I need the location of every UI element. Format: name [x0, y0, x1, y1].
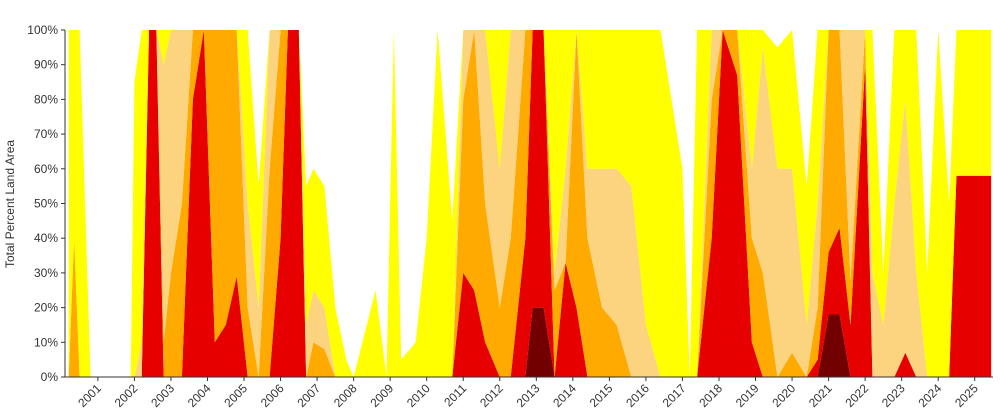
x-tick-label: 2012 [477, 381, 506, 410]
x-tick-label: 2017 [660, 381, 689, 410]
area [68, 307, 992, 377]
y-tick-label: 60% [34, 162, 58, 176]
x-tick-label: 2018 [696, 381, 725, 410]
x-tick-label: 2013 [514, 381, 543, 410]
y-tick-label: 20% [34, 301, 58, 315]
x-tick-label: 2014 [550, 381, 579, 410]
x-tick-label: 2010 [404, 381, 433, 410]
x-tick-label: 2021 [806, 381, 835, 410]
x-tick-label: 2016 [623, 381, 652, 410]
y-tick-label: 50% [34, 197, 58, 211]
x-tick-label: 2022 [842, 381, 871, 410]
y-tick-label: 70% [34, 127, 58, 141]
area [68, 30, 992, 377]
x-tick-label: 2024 [916, 381, 945, 410]
x-tick-label: 2002 [112, 381, 141, 410]
area [68, 30, 992, 377]
y-tick-label: 80% [34, 92, 58, 106]
x-tick-label: 2004 [185, 381, 214, 410]
y-tick-label: 0% [41, 370, 59, 384]
x-tick-label: 2003 [148, 381, 177, 410]
x-tick-label: 2023 [879, 381, 908, 410]
y-tick-label: 10% [34, 335, 58, 349]
x-tick-label: 2015 [587, 381, 616, 410]
x-tick-label: 2007 [294, 381, 323, 410]
y-tick-label: 30% [34, 266, 58, 280]
x-tick-label: 2011 [441, 381, 469, 409]
x-tick-label: 2005 [221, 381, 250, 410]
x-tick-label: 2020 [769, 381, 798, 410]
x-tick-label: 2025 [952, 381, 981, 410]
x-tick-label: 2019 [733, 381, 762, 410]
x-tick-label: 2006 [258, 381, 287, 410]
area [68, 30, 992, 377]
y-tick-label: 90% [34, 58, 58, 72]
y-axis-label: Total Percent Land Area [3, 140, 17, 268]
x-tick-label: 2009 [368, 381, 397, 410]
y-tick-label: 40% [34, 231, 58, 245]
x-tick-label: 2001 [75, 381, 104, 410]
area [68, 30, 992, 377]
x-tick-label: 2008 [331, 381, 360, 410]
y-tick-label: 100% [27, 23, 58, 37]
